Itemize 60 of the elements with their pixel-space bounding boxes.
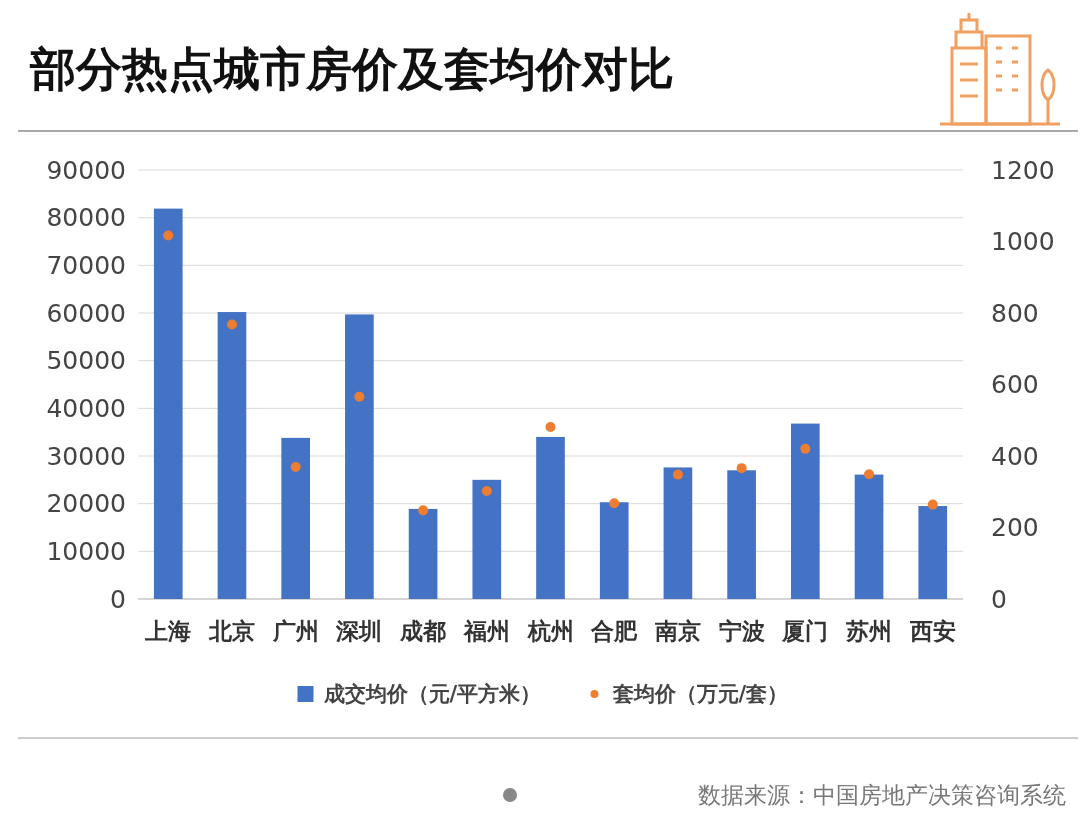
x-tick-label: 西安 bbox=[908, 618, 956, 644]
y2-tick-label: 200 bbox=[991, 513, 1039, 543]
bar bbox=[918, 506, 948, 599]
x-tick-label: 宁波 bbox=[718, 618, 765, 644]
point bbox=[226, 319, 237, 330]
point bbox=[290, 462, 301, 473]
y-tick-label: 10000 bbox=[46, 537, 126, 567]
x-tick-label: 深圳 bbox=[335, 618, 383, 644]
bar bbox=[536, 436, 565, 599]
y-tick-label: 0 bbox=[110, 584, 126, 614]
y2-tick-label: 1200 bbox=[991, 155, 1055, 185]
y-tick-label: 20000 bbox=[46, 489, 126, 519]
point bbox=[545, 422, 556, 433]
y2-tick-label: 0 bbox=[991, 584, 1007, 614]
point bbox=[481, 486, 492, 497]
x-tick-label: 苏州 bbox=[845, 618, 893, 644]
bar bbox=[217, 312, 247, 599]
source-note: 数据来源：中国房地产决策咨询系统 bbox=[698, 782, 1066, 809]
y-tick-label: 50000 bbox=[46, 346, 126, 376]
x-tick-label: 厦门 bbox=[781, 618, 829, 644]
x-tick-label: 南京 bbox=[653, 618, 701, 644]
bar bbox=[727, 470, 756, 599]
y-tick-label: 70000 bbox=[46, 251, 126, 281]
point bbox=[927, 499, 938, 510]
bar bbox=[408, 508, 438, 599]
y-tick-label: 30000 bbox=[46, 441, 126, 471]
point bbox=[163, 230, 174, 241]
legend-label: 套均价（万元/套） bbox=[611, 682, 789, 707]
point bbox=[736, 463, 747, 474]
bar bbox=[472, 479, 502, 599]
point bbox=[864, 469, 875, 480]
y2-tick-label: 1000 bbox=[991, 227, 1055, 257]
y-tick-label: 40000 bbox=[46, 394, 126, 424]
x-tick-label: 合肥 bbox=[590, 618, 639, 644]
point bbox=[800, 443, 811, 454]
y2-tick-label: 800 bbox=[991, 298, 1039, 328]
y-tick-label: 90000 bbox=[46, 155, 126, 185]
point bbox=[354, 391, 365, 402]
x-tick-label: 上海 bbox=[144, 618, 192, 644]
bar bbox=[345, 314, 374, 599]
y2-tick-label: 600 bbox=[991, 370, 1039, 400]
x-tick-label: 杭州 bbox=[526, 618, 574, 644]
point bbox=[609, 498, 620, 509]
y-tick-label: 60000 bbox=[46, 298, 126, 328]
bar bbox=[599, 502, 629, 599]
y2-tick-label: 400 bbox=[991, 441, 1039, 471]
legend-label: 成交均价（元/平方米） bbox=[322, 682, 542, 707]
x-tick-label: 成都 bbox=[399, 618, 447, 644]
y-tick-label: 80000 bbox=[46, 203, 126, 233]
bar bbox=[281, 437, 311, 599]
point bbox=[672, 469, 683, 480]
x-tick-label: 福州 bbox=[462, 618, 510, 644]
bar bbox=[663, 467, 693, 599]
chart-title: 部分热点城市房价及套均价对比 bbox=[29, 42, 674, 96]
bar bbox=[854, 474, 884, 599]
bar bbox=[790, 423, 820, 599]
x-tick-label: 广州 bbox=[271, 618, 319, 644]
bar bbox=[153, 208, 183, 599]
x-tick-label: 北京 bbox=[207, 618, 255, 644]
point bbox=[418, 505, 429, 516]
